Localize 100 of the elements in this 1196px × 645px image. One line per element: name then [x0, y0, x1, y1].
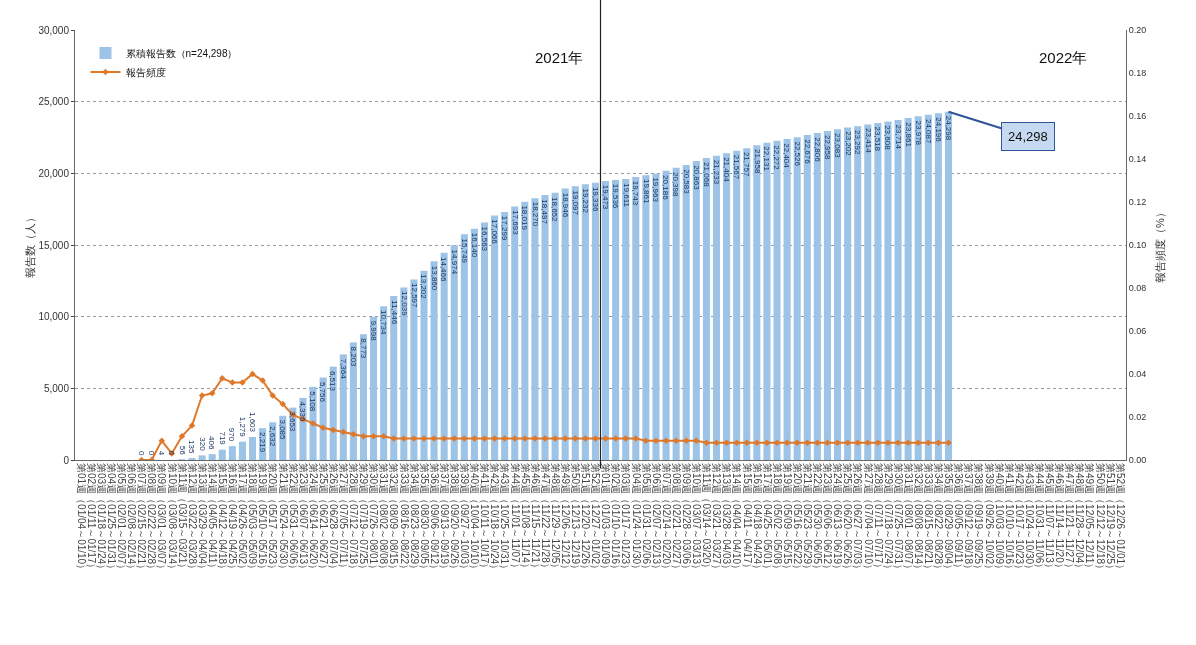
- x-tick-label: 第40週（10/03～10/09）: [993, 463, 1005, 575]
- x-tick-label: 第28週（07/11～07/17）: [872, 463, 884, 574]
- x-tick-label: 第11週（03/14～03/20）: [701, 463, 713, 574]
- x-tick-label: 第49週（12/06～12/12）: [559, 463, 571, 575]
- data-label: 56: [177, 445, 187, 456]
- x-tick-label: 第27週（07/04～07/10）: [862, 463, 874, 575]
- y2-tick-label: 0.02: [1128, 412, 1147, 423]
- data-label: 18,019: [520, 205, 530, 231]
- x-tick-label: 第01週（01/04～01/10）: [75, 463, 87, 575]
- bar: [349, 342, 357, 460]
- data-label: 13,202: [419, 274, 429, 300]
- x-tick-label: 第02週（01/10～01/16）: [610, 463, 622, 575]
- x-tick-label: 第25週（06/21～06/27）: [317, 463, 329, 575]
- bar: [692, 160, 700, 460]
- y2-tick-label: 0.06: [1128, 326, 1147, 337]
- bar: [823, 130, 831, 460]
- data-label: 24,196: [934, 117, 944, 143]
- x-tick-label: 第22週（05/31～06/06）: [287, 463, 299, 575]
- data-label: 23,714: [893, 124, 903, 150]
- y-tick-label: 15,000: [38, 239, 70, 251]
- annotation: 24,298: [1008, 129, 1048, 144]
- bar: [561, 188, 569, 460]
- bar: [642, 175, 650, 460]
- bar: [844, 127, 852, 460]
- bar: [390, 295, 398, 460]
- bar: [854, 126, 862, 460]
- y2-tick-label: 0.12: [1128, 197, 1147, 208]
- x-tick-label: 第52週（12/26～01/01）: [1114, 463, 1126, 575]
- x-tick-label: 第44週（11/01～11/07）: [509, 463, 521, 573]
- x-tick-label: 第43週（10/25～10/31）: [499, 463, 511, 575]
- x-tick-label: 第20週（05/16～05/22）: [791, 463, 803, 575]
- data-label: 4: [157, 450, 167, 456]
- x-tick-label: 第30週（07/25～07/31）: [892, 463, 904, 575]
- data-label: 14,974: [450, 249, 460, 275]
- data-label: 19,097: [571, 190, 581, 216]
- bar: [602, 180, 610, 460]
- x-tick-label: 第42週（10/17～10/23）: [1013, 463, 1025, 575]
- bar: [430, 261, 438, 460]
- data-label: 23,292: [853, 129, 863, 155]
- bar: [874, 122, 882, 460]
- bar: [218, 449, 226, 460]
- x-tick-label: 第13週（03/28～04/03）: [721, 463, 733, 575]
- bar: [420, 270, 428, 460]
- data-label: 23,202: [843, 131, 853, 157]
- data-label: 21,958: [752, 148, 762, 174]
- data-label: 22,806: [812, 137, 822, 163]
- data-label: 20,398: [671, 171, 681, 197]
- y2-tick-label: 0.08: [1128, 283, 1147, 294]
- bar: [934, 113, 942, 460]
- data-label: 22,272: [772, 145, 782, 171]
- data-label: 18,652: [550, 197, 560, 223]
- bar: [238, 441, 246, 460]
- bar: [248, 437, 257, 460]
- x-tick-label: 第09週（03/01～03/07）: [156, 463, 168, 575]
- x-tick-label: 第18週（05/02～05/08）: [771, 463, 783, 575]
- data-label: 17,693: [510, 210, 520, 236]
- data-label: 16,140: [469, 232, 479, 258]
- y2-axis-title: 報告頻度（%）: [1153, 207, 1166, 283]
- bar: [632, 177, 640, 460]
- bar: [712, 155, 721, 460]
- data-label: 21,567: [732, 154, 742, 180]
- bar: [470, 228, 478, 460]
- bar: [944, 111, 953, 460]
- data-label: 16,563: [479, 226, 489, 252]
- annotation: 2022年: [1039, 49, 1088, 66]
- data-label: 14,466: [439, 256, 449, 283]
- bar: [813, 133, 821, 460]
- data-label: 21,233: [711, 159, 721, 185]
- data-label: 21,068: [701, 162, 711, 188]
- x-tick-label: 第36週（09/05～09/11）: [953, 463, 965, 574]
- x-tick-label: 第07週（02/15～02/21）: [136, 463, 148, 575]
- x-tick-label: 第29週（07/18～07/24）: [882, 463, 894, 575]
- data-label: 23,608: [883, 125, 893, 151]
- x-tick-label: 第25週（06/20～06/26）: [842, 463, 854, 575]
- data-label: 0: [147, 450, 157, 456]
- data-label: 13,860: [429, 265, 439, 291]
- bar: [894, 120, 902, 460]
- data-label: 22,958: [822, 135, 832, 161]
- data-label: 23,518: [873, 126, 883, 152]
- y2-tick-label: 0.16: [1128, 111, 1147, 122]
- data-label: 4,336: [298, 401, 308, 422]
- y-tick-label: 30,000: [38, 24, 70, 36]
- bar: [884, 121, 892, 460]
- x-tick-label: 第12週（03/22～03/28）: [186, 463, 198, 575]
- bar: [370, 316, 378, 460]
- y2-tick-label: 0.00: [1128, 455, 1147, 466]
- x-tick-label: 第26週（06/28～07/04）: [327, 463, 339, 575]
- x-tick-label: 第37週（09/12～09/18）: [963, 463, 975, 575]
- data-label: 19,536: [611, 183, 621, 209]
- bar: [228, 446, 236, 460]
- x-tick-label: 第49週（12/05～12/11）: [1084, 463, 1096, 574]
- bar: [652, 173, 660, 460]
- data-label: 3,085: [278, 419, 288, 441]
- y2-tick-label: 0.18: [1128, 68, 1147, 79]
- bar: [763, 142, 771, 460]
- bar: [803, 134, 811, 460]
- data-label: 8,203: [349, 346, 359, 368]
- x-tick-label: 第38週（09/20～09/26）: [449, 463, 460, 575]
- data-label: 9,998: [368, 320, 378, 342]
- bar: [208, 454, 216, 460]
